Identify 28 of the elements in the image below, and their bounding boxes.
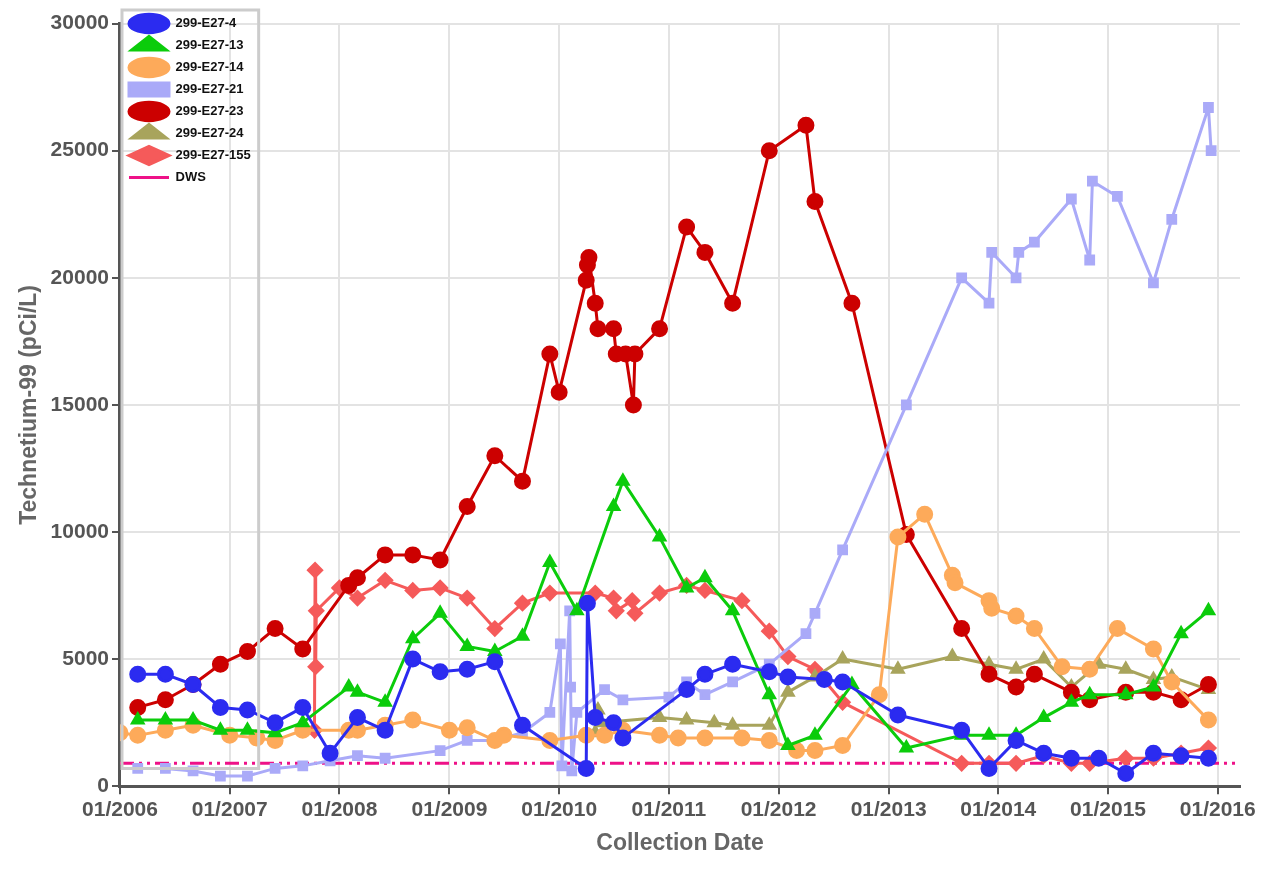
y-tick-label: 20000 bbox=[50, 264, 109, 288]
y-tick-label: 30000 bbox=[50, 10, 109, 34]
x-tick-label: 01/2011 bbox=[631, 796, 707, 820]
x-tick-label: 01/2009 bbox=[411, 796, 488, 820]
legend-label: 299-E27-21 bbox=[175, 81, 244, 97]
legend-label: 299-E27-155 bbox=[175, 147, 251, 163]
legend-label: DWS bbox=[175, 169, 207, 185]
y-tick-label: 25000 bbox=[50, 137, 109, 161]
x-tick-label: 01/2016 bbox=[1179, 796, 1256, 820]
x-tick-label: 01/2006 bbox=[82, 796, 158, 820]
legend-label: 299-E27-24 bbox=[175, 125, 245, 141]
legend-label: 299-E27-4 bbox=[175, 15, 237, 31]
x-tick-label: 01/2013 bbox=[850, 796, 927, 820]
x-tick-label: 01/2008 bbox=[301, 796, 378, 820]
x-tick-label: 01/2010 bbox=[521, 796, 598, 820]
legend-label: 299-E27-23 bbox=[175, 103, 244, 119]
x-tick-label: 01/2015 bbox=[1070, 796, 1147, 820]
y-tick-label: 0 bbox=[97, 773, 109, 796]
x-tick-label: 01/2007 bbox=[191, 796, 268, 820]
y-tick-label: 10000 bbox=[50, 518, 109, 542]
x-tick-label: 01/2014 bbox=[960, 796, 1037, 820]
legend-label: 299-E27-13 bbox=[175, 37, 244, 53]
x-axis-title: Collection Date bbox=[596, 828, 764, 855]
y-tick-label: 5000 bbox=[62, 645, 109, 669]
y-axis-title: Technetium-99 (pCi/L) bbox=[15, 284, 42, 525]
legend-label: 299-E27-14 bbox=[175, 59, 245, 75]
x-tick-label: 01/2012 bbox=[740, 796, 817, 820]
y-tick-label: 15000 bbox=[50, 391, 109, 415]
